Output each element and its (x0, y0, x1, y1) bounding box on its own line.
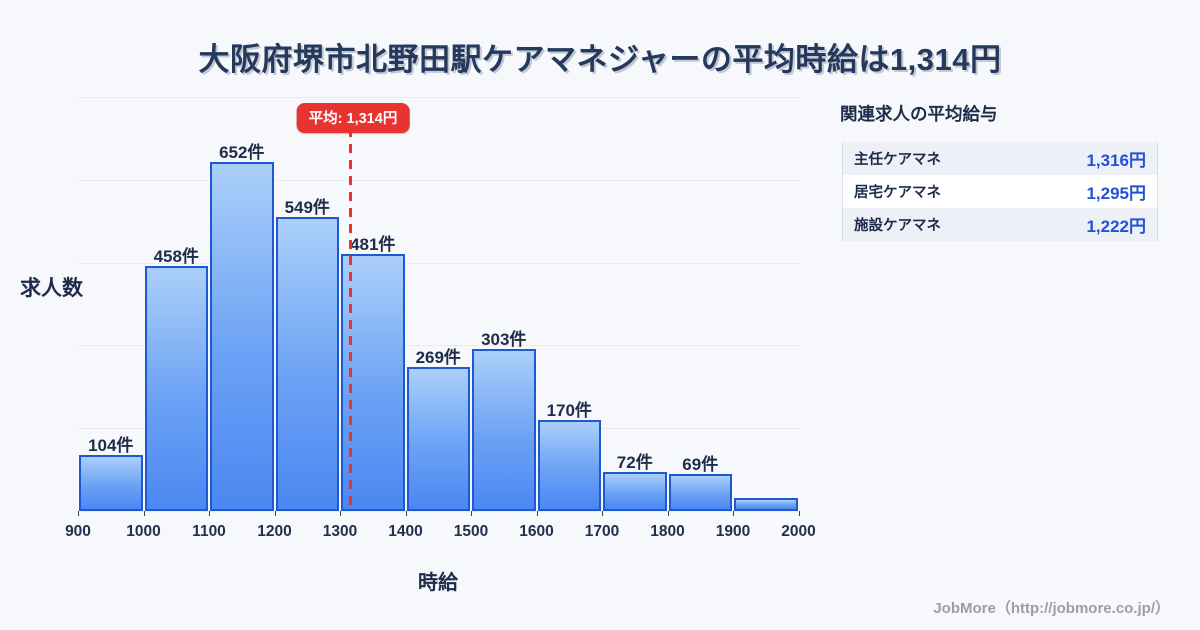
x-axis-tick-label: 1600 (519, 523, 554, 540)
histogram-bar (79, 455, 143, 511)
histogram-bar (734, 498, 798, 511)
source-credit: JobMore（http://jobmore.co.jp/） (933, 600, 1170, 617)
histogram-bar (537, 420, 601, 511)
x-axis-tick-label: 1800 (650, 523, 685, 540)
x-axis-tick-mark (274, 511, 276, 516)
salary-row-label: 主任ケアマネ (854, 152, 941, 168)
x-axis-tick-mark (340, 511, 341, 516)
bar-value-label: 72件 (616, 453, 653, 472)
x-axis-tick-label: 1000 (126, 523, 161, 540)
average-dashed-line (349, 128, 352, 511)
y-axis-label: 求人数 (20, 277, 83, 300)
x-axis-tick-label: 2000 (781, 523, 816, 540)
bar-value-label: 104件 (88, 436, 134, 455)
x-axis-label: 時給 (418, 572, 458, 594)
x-axis-tick-label: 1200 (257, 523, 292, 540)
related-jobs-heading: 関連求人の平均給与 (840, 104, 998, 124)
x-axis-tick-label: 1900 (715, 523, 751, 540)
histogram-bar (668, 474, 732, 511)
x-axis-tick-label: 900 (65, 523, 91, 540)
x-axis-tick-mark (733, 511, 734, 516)
salary-row-value: 1,295円 (1086, 184, 1146, 203)
x-axis-tick-label: 1400 (388, 523, 423, 540)
bar-value-label: 652件 (219, 143, 265, 162)
x-axis-tick-mark (471, 511, 472, 516)
histogram-bar (210, 162, 274, 511)
gridline (78, 511, 800, 512)
salary-row-value: 1,316円 (1086, 151, 1146, 170)
bar-value-label: 549件 (284, 198, 330, 217)
x-axis-tick-label: 1500 (453, 523, 489, 540)
histogram-bar (144, 266, 208, 511)
x-axis-tick-label: 1100 (192, 523, 226, 540)
histogram-bar (406, 367, 470, 511)
bar-value-label: 170件 (546, 401, 592, 420)
bar-value-label: 269件 (415, 348, 461, 367)
x-axis-tick-mark (78, 511, 79, 516)
gridline (78, 97, 800, 98)
gridline (78, 345, 800, 347)
histogram-bar (472, 349, 536, 511)
x-axis-tick-label: 1300 (322, 523, 358, 540)
histogram-bar (603, 472, 667, 511)
salary-row-label: 居宅ケアマネ (854, 185, 941, 201)
x-axis-tick-label: 1700 (584, 523, 620, 540)
x-axis-tick-mark (143, 511, 145, 516)
bar-value-label: 69件 (682, 455, 719, 474)
x-axis-tick-mark (405, 511, 407, 516)
gridline (78, 262, 800, 264)
histogram-bar (275, 217, 339, 511)
salary-row: 主任ケアマネ 1,316円 (843, 142, 1157, 175)
x-axis-tick-mark (667, 511, 669, 516)
salary-row: 施設ケアマネ 1,222円 (843, 208, 1157, 241)
x-axis-tick-mark (209, 511, 210, 516)
average-badge: 平均: 1,314円 (296, 103, 410, 133)
page-title: 大阪府堺市北野田駅ケアマネジャーの平均時給は1,314円 (198, 42, 1002, 77)
salary-row-label: 施設ケアマネ (854, 218, 941, 234)
bar-value-label: 458件 (153, 247, 199, 266)
x-axis-tick-mark (536, 511, 538, 516)
related-jobs-table: 主任ケアマネ 1,316円居宅ケアマネ 1,295円施設ケアマネ 1,222円 (842, 142, 1158, 241)
salary-row: 居宅ケアマネ 1,295円 (843, 175, 1157, 208)
salary-row-value: 1,222円 (1086, 217, 1146, 236)
bar-value-label: 481件 (350, 235, 396, 254)
gridline (78, 179, 800, 181)
x-axis-tick-mark (798, 511, 800, 516)
x-axis-tick-mark (602, 511, 603, 516)
bar-value-label: 303件 (481, 330, 527, 349)
